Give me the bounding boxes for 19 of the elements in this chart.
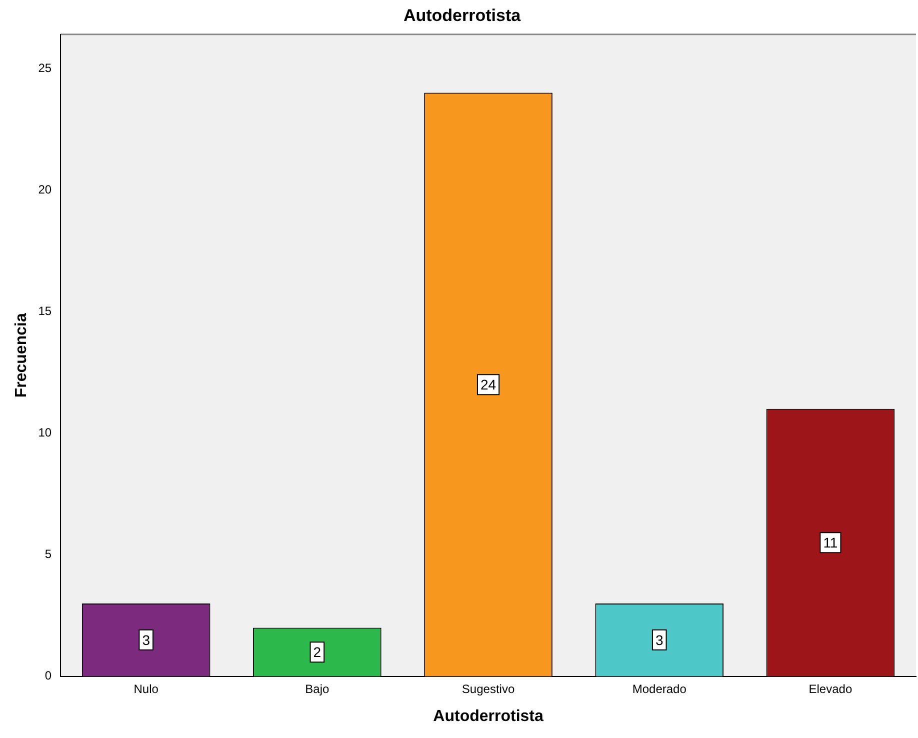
y-tick-label: 10	[38, 426, 52, 440]
y-tick-label: 0	[44, 668, 52, 683]
y-tick-label: 5	[44, 547, 52, 562]
x-tick-label: Moderado	[632, 682, 687, 696]
data-label: 11	[823, 534, 838, 551]
y-tick-label: 15	[38, 304, 52, 318]
x-tick-label: Bajo	[305, 682, 330, 696]
x-tick-label: Sugestivo	[462, 682, 515, 696]
chart-title: Autoderrotista	[403, 6, 522, 25]
x-axis-title: Autoderrotista	[433, 708, 544, 725]
y-tick-label: 20	[38, 182, 52, 196]
x-tick-label: Elevado	[808, 682, 852, 696]
y-tick-label: 25	[38, 60, 52, 75]
data-label: 3	[142, 632, 150, 648]
data-label: 24	[480, 376, 496, 392]
y-axis-title: Frecuencia	[13, 313, 30, 398]
data-label: 2	[313, 644, 322, 660]
data-label: 3	[655, 632, 664, 648]
x-tick-label: Nulo	[134, 682, 159, 696]
